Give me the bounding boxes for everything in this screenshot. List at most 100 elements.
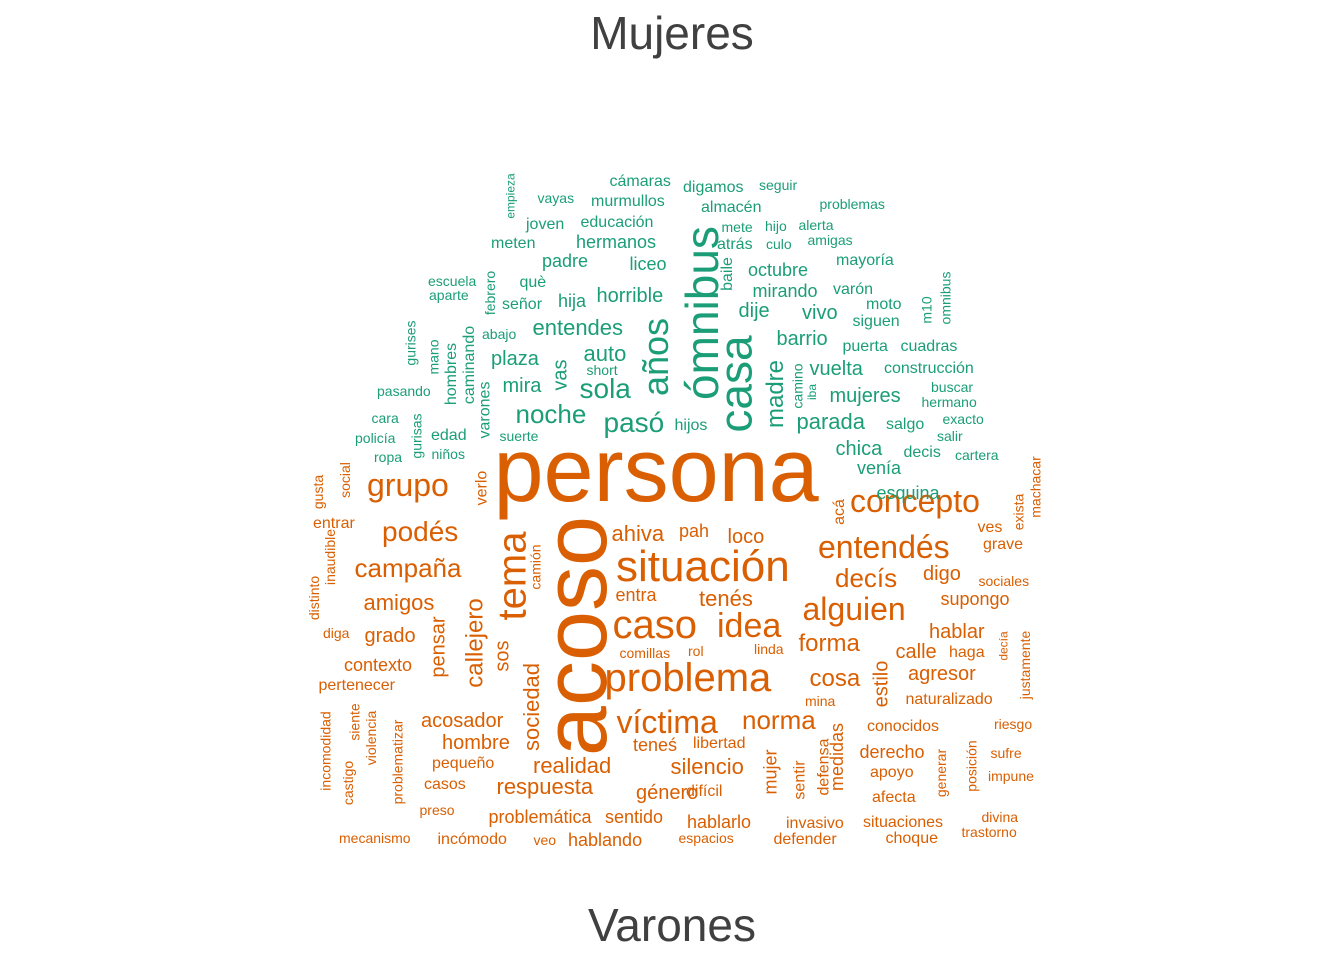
- word-cosa: cosa: [809, 665, 861, 692]
- word-amigos: amigos: [363, 590, 435, 615]
- word-educacion: educación: [580, 214, 654, 231]
- word-situacion: situación: [616, 542, 790, 591]
- word-derecho: derecho: [859, 742, 925, 762]
- word-justamente: justamente: [1017, 630, 1034, 700]
- word-social: social: [336, 462, 353, 498]
- word-preso: preso: [419, 802, 455, 818]
- word-febrero: febrero: [482, 270, 499, 316]
- word-genero: género: [636, 782, 699, 804]
- word-loco: loco: [727, 526, 765, 548]
- word-mira: mira: [502, 375, 542, 397]
- word-chica: chica: [835, 438, 883, 460]
- word-cara: cara: [371, 410, 399, 426]
- word-aparte: aparte: [429, 287, 469, 303]
- word-incomodidad: incomodidad: [317, 711, 334, 791]
- word-exista: exista: [1009, 493, 1026, 531]
- word-camaras: cámaras: [609, 173, 671, 190]
- word-riesgo: riesgo: [994, 716, 1033, 732]
- word-problemas: problemas: [819, 196, 885, 212]
- word-mayoria: mayoría: [836, 252, 894, 269]
- word-trastorno: trastorno: [961, 824, 1017, 840]
- word-sola: sola: [579, 373, 631, 404]
- word-persona: persona: [493, 421, 819, 521]
- word-casa: casa: [709, 335, 762, 433]
- word-hermano: hermano: [921, 394, 977, 410]
- word-problema: problema: [604, 656, 772, 700]
- word-pah: pah: [679, 521, 710, 541]
- word-casos: casos: [424, 776, 466, 793]
- word-caso: caso: [612, 603, 698, 647]
- word-naturalizado: naturalizado: [905, 691, 993, 708]
- word-ropa: ropa: [374, 449, 403, 465]
- word-parada: parada: [796, 409, 866, 434]
- word-gusta: gusta: [310, 474, 327, 510]
- word-mano: mano: [425, 339, 442, 375]
- word-vas: vas: [549, 359, 572, 391]
- word-pertenecer: pertenecer: [318, 677, 396, 694]
- word-cuadras: cuadras: [900, 338, 958, 355]
- word-sufre: sufre: [990, 745, 1022, 761]
- word-murmullos: murmullos: [591, 193, 665, 210]
- word-forma: forma: [798, 630, 860, 657]
- word-escuela: escuela: [428, 273, 477, 289]
- word-hombre: hombre: [442, 732, 510, 754]
- word-camion: camión: [527, 544, 544, 590]
- word-hija: hija: [558, 291, 587, 311]
- word-esquina: esquina: [876, 483, 940, 503]
- word-iba: iba: [805, 383, 820, 401]
- word-varones: varones: [475, 381, 493, 439]
- word-grado: grado: [364, 625, 416, 647]
- word-abajo: abajo: [482, 326, 517, 342]
- word-hijo: hijo: [765, 218, 787, 234]
- word-hablando: hablando: [568, 830, 643, 850]
- word-comillas: comillas: [619, 645, 671, 661]
- word-baile: baile: [718, 257, 736, 291]
- word-concepto: concepto: [850, 483, 980, 519]
- word-joven: joven: [526, 216, 565, 233]
- word-rol: rol: [688, 643, 704, 659]
- word-pequeno: pequeño: [432, 755, 495, 772]
- word-siente: siente: [346, 703, 363, 741]
- word-idea: idea: [717, 607, 782, 645]
- word-octubre: octubre: [748, 260, 809, 280]
- word-vayas: vayas: [537, 190, 575, 206]
- word-choque: choque: [885, 830, 939, 847]
- word-mecanismo: mecanismo: [339, 830, 411, 846]
- word-gurises: gurises: [402, 320, 419, 366]
- word-dificil: difícil: [686, 783, 723, 800]
- word-verlo: verlo: [472, 470, 490, 506]
- word-que: què: [519, 274, 547, 291]
- word-tenes: teneś: [633, 735, 678, 755]
- title-varones: Varones: [588, 899, 756, 951]
- word-entrar: entrar: [313, 515, 355, 532]
- word-mujeres: mujeres: [829, 385, 901, 407]
- word-problematizar: problematizar: [388, 719, 405, 805]
- word-empieza: empieza: [503, 173, 518, 219]
- word-libertad: libertad: [693, 735, 746, 752]
- word-agresor: agresor: [908, 663, 976, 685]
- word-tenes: tenés: [699, 586, 753, 611]
- word-victima: víctima: [616, 704, 718, 740]
- word-castigo: castigo: [340, 760, 357, 806]
- word-salir: salir: [937, 428, 963, 444]
- word-gurisas: gurisas: [408, 413, 425, 459]
- word-hablarlo: hablarlo: [687, 812, 752, 832]
- word-exacto: exacto: [942, 411, 984, 427]
- word-hablar: hablar: [929, 621, 985, 643]
- word-mujer: mujer: [760, 749, 781, 795]
- word-callejero: callejero: [461, 598, 489, 688]
- word-defender: defender: [773, 831, 837, 848]
- word-tema: tema: [489, 531, 534, 621]
- word-podes: podés: [382, 516, 459, 547]
- word-conocidos: conocidos: [867, 718, 940, 735]
- word-campana: campaña: [354, 553, 462, 583]
- word-entra: entra: [615, 585, 657, 605]
- word-digamos: digamos: [683, 179, 744, 196]
- word-amigas: amigas: [807, 232, 853, 248]
- word-madre: madre: [762, 359, 790, 429]
- word-posicion: posición: [963, 740, 980, 792]
- word-suerte: suerte: [499, 428, 539, 444]
- word-senor: señor: [502, 296, 543, 313]
- word-mete: mete: [721, 219, 753, 235]
- word-padre: padre: [542, 251, 589, 271]
